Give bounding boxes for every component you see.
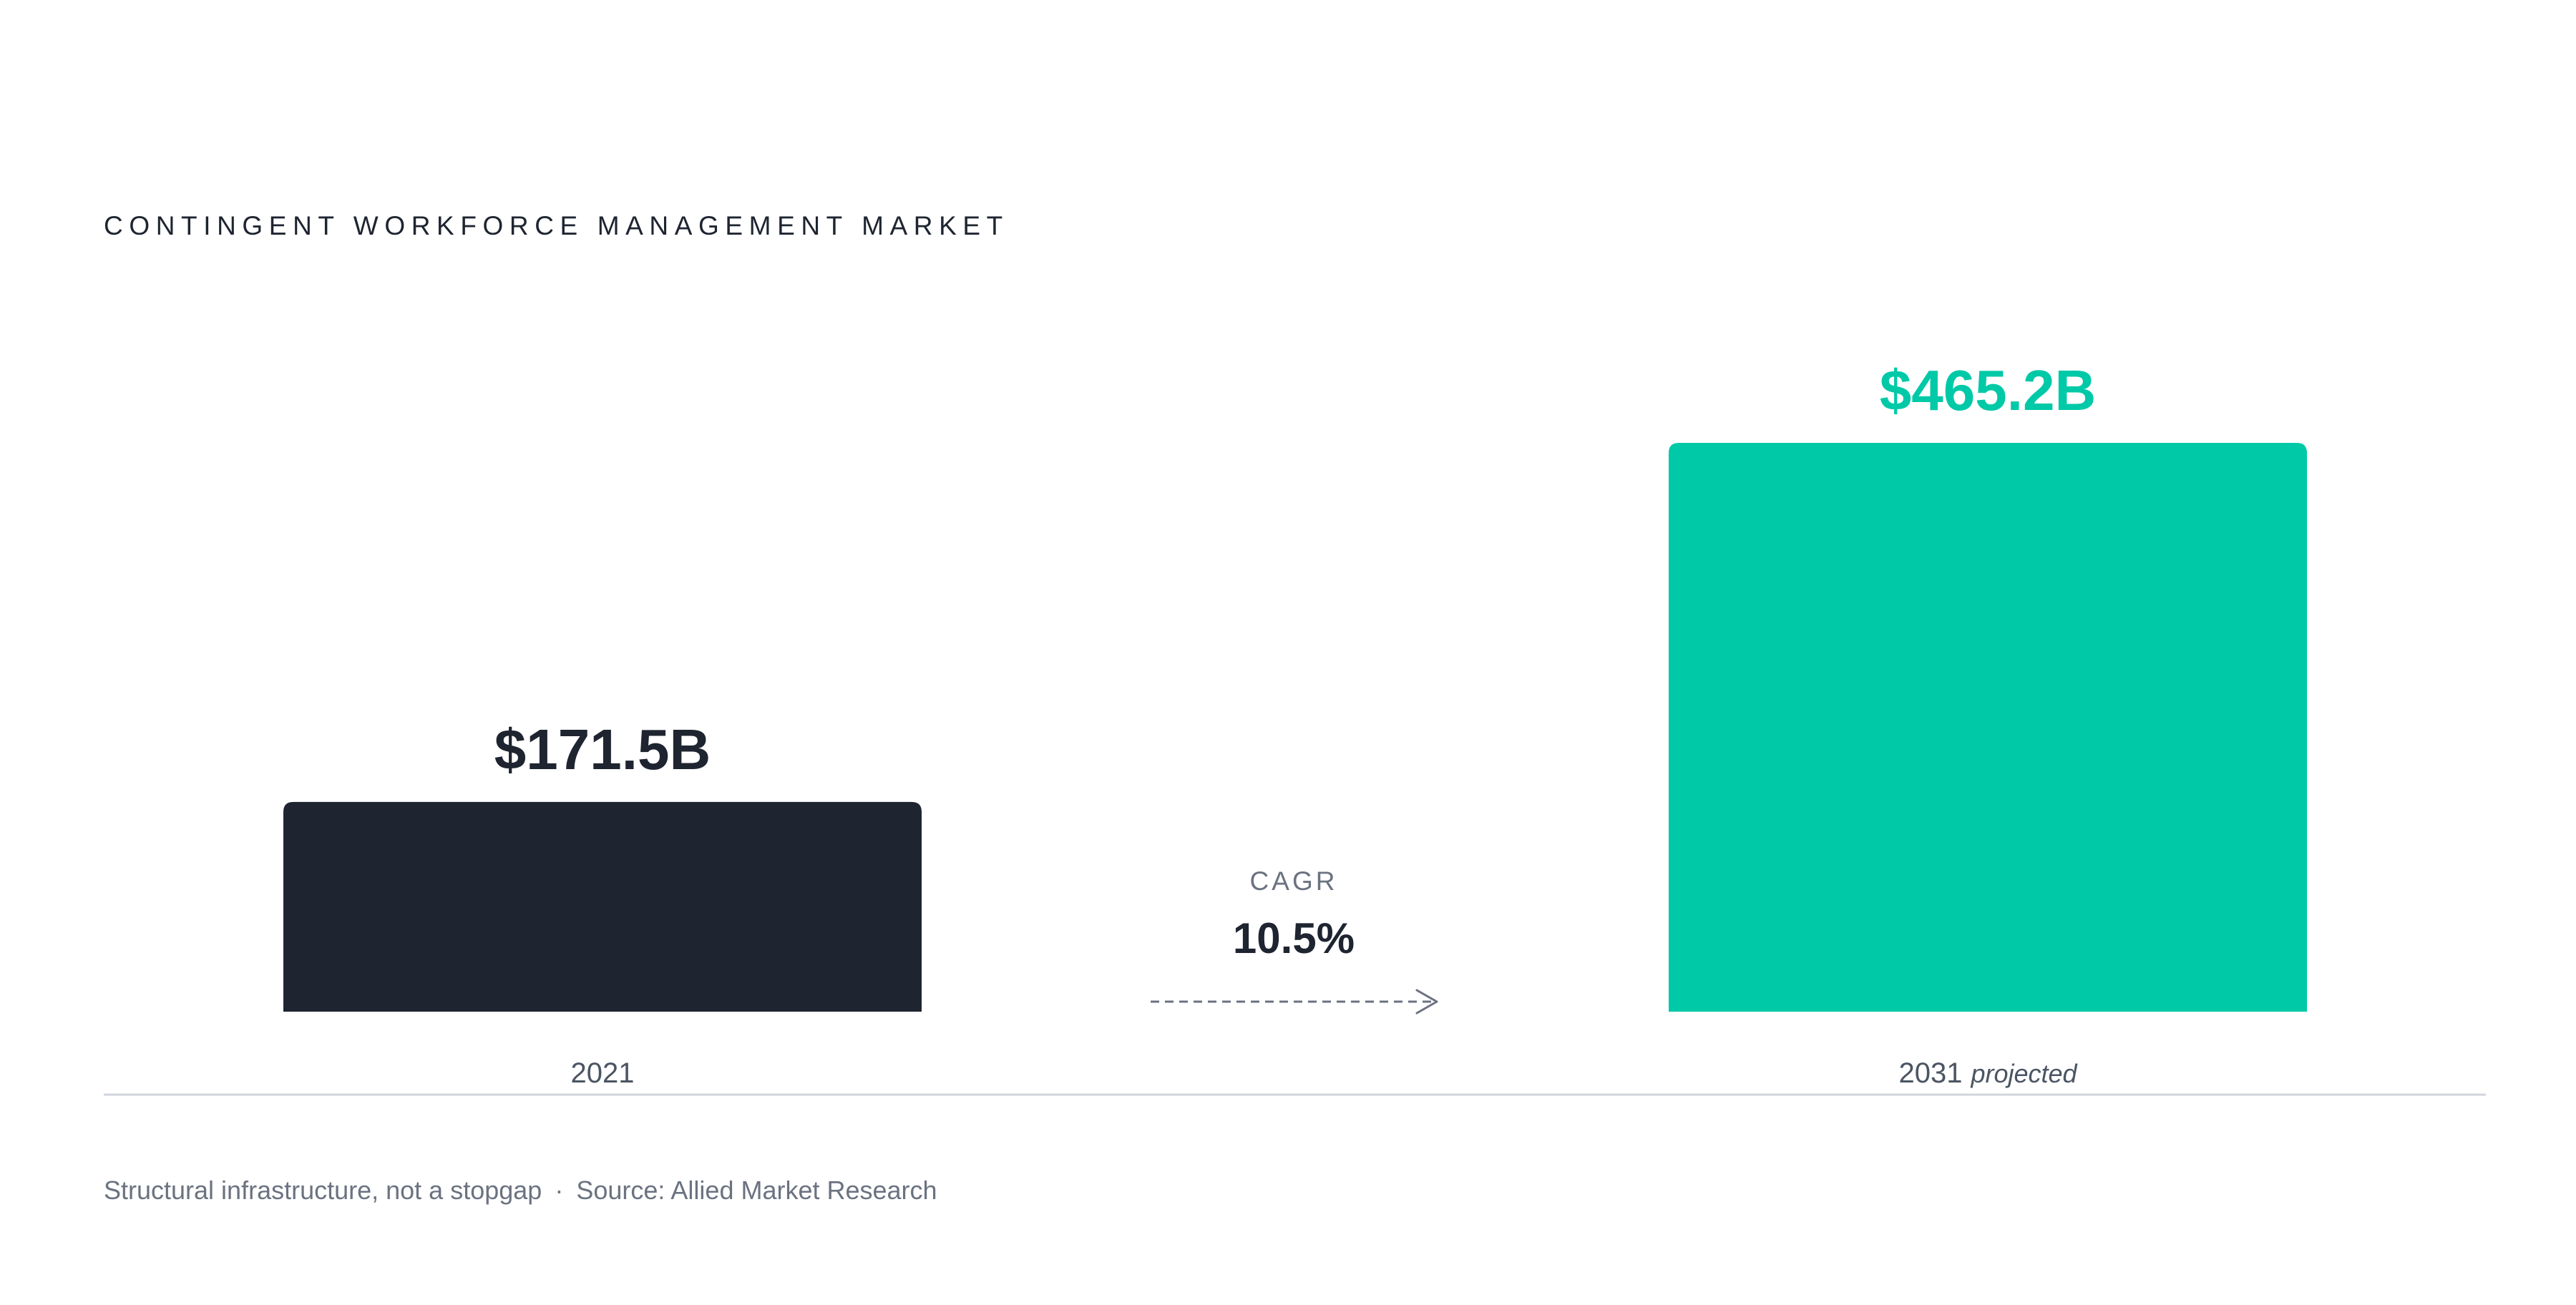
chart-title: CONTINGENT WORKFORCE MANAGEMENT MARKET <box>104 211 1009 240</box>
bars-layer <box>283 443 2307 1012</box>
category-label-2021: 2021 <box>571 1057 635 1089</box>
dashed-arrow-right-icon <box>1151 989 1438 1015</box>
footer-separator: · <box>555 1176 564 1205</box>
bar-2021 <box>283 801 922 1012</box>
footer-source: Source: Allied Market Research <box>576 1176 937 1205</box>
category-label-2031: 2031 projected <box>1898 1057 2077 1089</box>
footer: Structural infrastructure, not a stopgap… <box>104 1175 937 1206</box>
category-note-2031: projected <box>1970 1059 2077 1088</box>
bar-2031 <box>1669 443 2307 1012</box>
value-label-2031: $465.2B <box>1880 358 2096 422</box>
labels-layer: $171.5B 2021 $465.2B 2031 projected <box>494 358 2096 1089</box>
footer-tagline: Structural infrastructure, not a stopgap <box>104 1176 542 1205</box>
value-label-2021: $171.5B <box>494 718 711 781</box>
cagr-label: CAGR <box>1250 866 1338 896</box>
cagr-value: 10.5% <box>1233 914 1355 962</box>
cagr-annotation: CAGR 10.5% <box>1151 866 1438 1015</box>
